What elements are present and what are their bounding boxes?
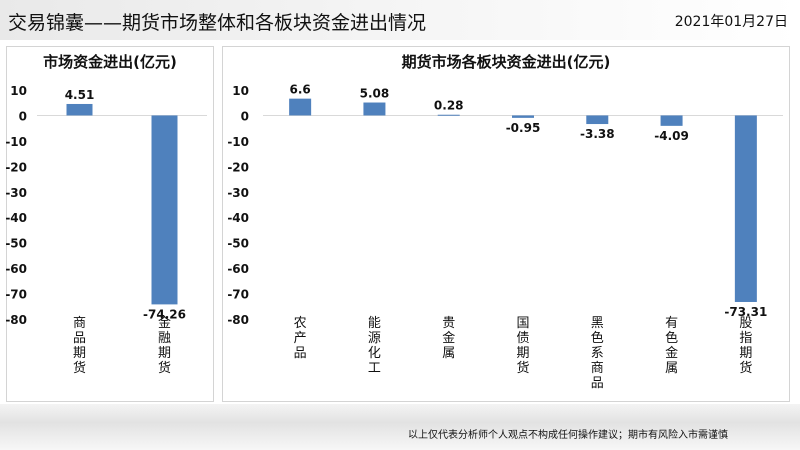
y-tick-label: -60 [5, 262, 27, 276]
data-label: 5.08 [360, 87, 390, 101]
market-flow-chart: 10 0 -10 -20 -30 -40 -50 -60 -70 -80 4.51 商品期货 -74.2… [5, 84, 207, 376]
category-label: 贵金属 [442, 316, 455, 361]
category-label: 金融期货 [158, 315, 171, 376]
bar [512, 115, 534, 118]
y-tick-label: -60 [227, 262, 249, 276]
chart-title-sector: 期货市场各板块资金进出(亿元) [401, 53, 611, 71]
category-label: 农产品 [294, 316, 307, 361]
data-label: -73.31 [724, 305, 767, 319]
data-label: -4.09 [654, 129, 689, 143]
data-label: 6.6 [290, 83, 311, 97]
category-label: 商品期货 [73, 316, 86, 376]
bar [289, 98, 312, 116]
bar [151, 115, 178, 305]
y-tick-label: -30 [5, 186, 27, 200]
sector-flow-chart: 10 0 -10 -20 -30 -40 -50 -60 -70 -80 6.6 农产品 5.08 能源化… [227, 83, 783, 391]
market-flow-chart-panel: 市场资金进出(亿元) 10 0 -10 -20 -30 -40 -50 -60 -70 -80 4.… [5, 46, 214, 402]
bar [363, 102, 386, 116]
data-label: 4.51 [65, 88, 95, 102]
disclaimer-text: 以上仅代表分析师个人观点不构成任何操作建议；期市有风险入市需谨慎 [408, 430, 728, 441]
data-label: -3.38 [580, 127, 615, 141]
y-tick-label: 0 [241, 109, 249, 123]
data-label: -0.95 [506, 121, 541, 135]
sector-flow-chart-panel: 期货市场各板块资金进出(亿元) 10 0 -10 -20 -30 -40 -50 -60 -70… [222, 46, 790, 402]
data-label: 0.28 [434, 99, 464, 113]
y-tick-label: -10 [227, 135, 249, 149]
chart-title-market: 市场资金进出(亿元) [43, 53, 177, 71]
y-tick-label: -80 [5, 313, 27, 327]
y-tick-label: -70 [5, 288, 27, 302]
y-tick-label: -20 [5, 160, 27, 174]
bar [734, 115, 757, 302]
category-label: 黑色系商品 [591, 316, 604, 391]
y-tick-label: 10 [232, 84, 249, 98]
y-tick-label: -70 [227, 288, 249, 302]
bar [586, 115, 609, 125]
category-label: 有色金属 [665, 316, 678, 376]
footer-band [0, 404, 800, 450]
y-tick-label: -30 [227, 186, 249, 200]
y-tick-label: -40 [5, 211, 27, 225]
y-tick-label: -50 [227, 237, 249, 251]
y-tick-label: 10 [10, 84, 27, 98]
category-label: 能源化工 [368, 316, 381, 376]
page-title: 交易锦囊——期货市场整体和各板块资金进出情况 [8, 12, 427, 34]
y-tick-label: -80 [227, 313, 249, 327]
header-bar: 交易锦囊——期货市场整体和各板块资金进出情况 2021年01月27日 [0, 0, 800, 40]
category-label: 国债期货 [516, 316, 529, 376]
bar [660, 115, 683, 126]
y-tick-label: -40 [227, 211, 249, 225]
bar [437, 114, 460, 116]
report-date: 2021年01月27日 [674, 14, 788, 30]
bar [66, 103, 93, 116]
data-label: -74.26 [143, 307, 186, 321]
y-tick-label: -50 [5, 237, 27, 251]
y-tick-label: 0 [19, 109, 27, 123]
y-tick-label: -10 [5, 135, 27, 149]
category-label: 股指期货 [739, 316, 752, 376]
y-tick-label: -20 [227, 160, 249, 174]
